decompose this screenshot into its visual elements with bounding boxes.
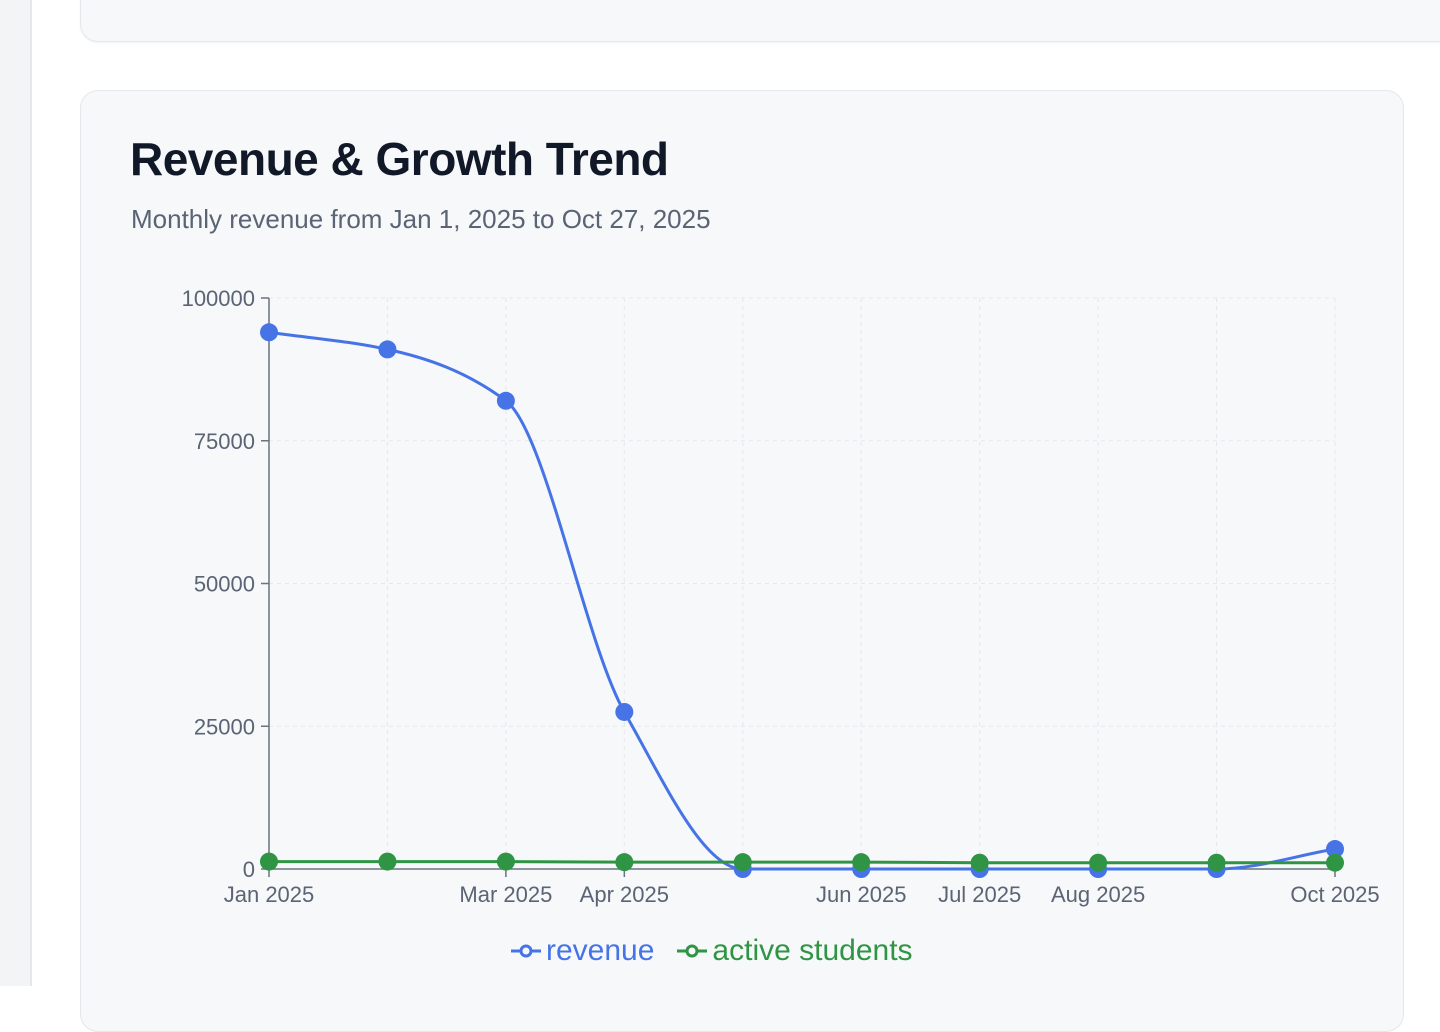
revenue-growth-chart: 0 25000 50000 75000 100000 Jan 2025 Mar 2025 Ap… [182, 286, 1380, 907]
legend-active-students-icon [677, 944, 708, 958]
chart-title: Revenue & Growth Trend [130, 133, 669, 185]
legend-revenue-icon [511, 944, 541, 958]
y-tick-label: 75000 [194, 429, 255, 454]
chart-legend: revenue active students [510, 934, 913, 968]
active-students-series-point [378, 852, 397, 871]
x-tick-label: Jul 2025 [938, 882, 1021, 907]
legend-revenue-label: revenue [546, 934, 655, 967]
revenue-series-point [1326, 840, 1344, 859]
legend-item-active-students[interactable]: active students [676, 934, 913, 968]
active-students-series-point [1207, 853, 1226, 872]
y-tick-label: 25000 [194, 714, 255, 739]
y-tick-label: 50000 [194, 572, 255, 597]
x-tick-label: Oct 2025 [1290, 882, 1379, 907]
active-students-series-point [852, 853, 871, 872]
revenue-series-point [615, 702, 634, 721]
previous-card [80, 0, 1440, 42]
chart-subtitle: Monthly revenue from Jan 1, 2025 to Oct … [131, 204, 711, 234]
active-students-series-point [1089, 853, 1108, 872]
x-tick-label: Mar 2025 [459, 882, 552, 907]
active-students-series-point [496, 852, 515, 871]
left-sidebar-rail [0, 0, 32, 986]
revenue-series-point [260, 323, 278, 342]
y-tick-label: 100000 [182, 286, 255, 311]
revenue-series-line [268, 330, 1336, 871]
active-students-series-point [733, 853, 752, 872]
active-students-series-point [970, 853, 989, 872]
x-tick-label: Apr 2025 [580, 882, 669, 907]
legend-item-revenue[interactable]: revenue [510, 934, 654, 968]
active-students-series-point [1326, 853, 1344, 872]
x-tick-label: Jun 2025 [816, 882, 907, 907]
x-tick-label: Jan 2025 [224, 882, 315, 907]
revenue-series-point [496, 391, 515, 410]
revenue-series-point [378, 340, 397, 359]
active-students-series-line [268, 860, 1335, 865]
y-tick-label: 0 [243, 857, 255, 882]
active-students-series-point [260, 852, 278, 871]
x-tick-label: Aug 2025 [1051, 882, 1145, 907]
active-students-series-point [615, 853, 634, 872]
legend-active-students-label: active students [712, 934, 913, 967]
